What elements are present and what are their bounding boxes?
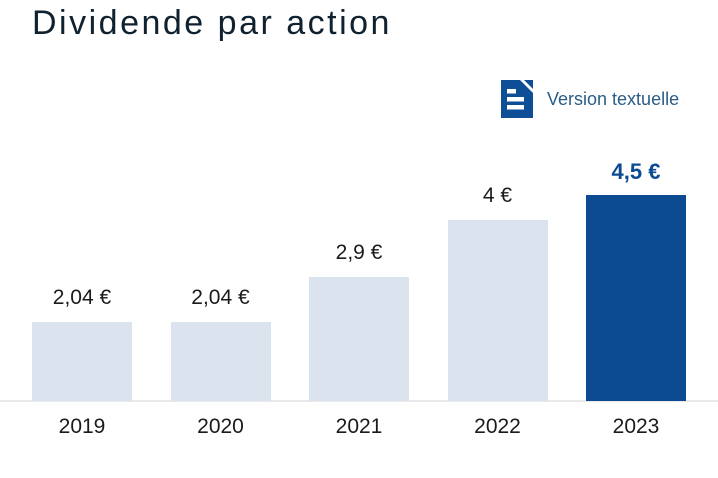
bar bbox=[32, 322, 132, 401]
chart-baseline bbox=[0, 400, 718, 402]
page-title: Dividende par action bbox=[32, 4, 392, 42]
bar bbox=[309, 277, 409, 401]
bar bbox=[586, 195, 686, 401]
bar-value-label: 4,5 € bbox=[611, 158, 661, 184]
bar-value-label: 4 € bbox=[482, 183, 513, 207]
year-label: 2019 bbox=[58, 415, 106, 438]
chart-column-2021: 2,9 € 2021 bbox=[309, 150, 409, 438]
bar-value-label: 2,04 € bbox=[52, 285, 112, 309]
year-label: 2021 bbox=[335, 415, 383, 438]
year-label: 2023 bbox=[612, 415, 660, 438]
bar-chart: 2,04 € 2019 2,04 € 2020 2,9 € 2021 4 € 2… bbox=[32, 150, 686, 438]
chart-column-2023: 4,5 € 2023 bbox=[586, 150, 686, 438]
bar bbox=[170, 322, 271, 401]
year-label: 2022 bbox=[474, 415, 521, 438]
chart-column-2019: 2,04 € 2019 bbox=[32, 150, 132, 438]
bar-value-label: 2,9 € bbox=[335, 240, 383, 264]
bar bbox=[447, 220, 548, 401]
bar-value-label: 2,04 € bbox=[191, 285, 250, 309]
text-version-link[interactable]: Version textuelle bbox=[499, 79, 679, 119]
text-version-label[interactable]: Version textuelle bbox=[547, 89, 680, 109]
year-label: 2020 bbox=[197, 415, 244, 438]
chart-column-2022: 4 € 2022 bbox=[447, 150, 548, 438]
document-text-icon bbox=[499, 79, 535, 119]
chart-column-2020: 2,04 € 2020 bbox=[170, 150, 271, 438]
